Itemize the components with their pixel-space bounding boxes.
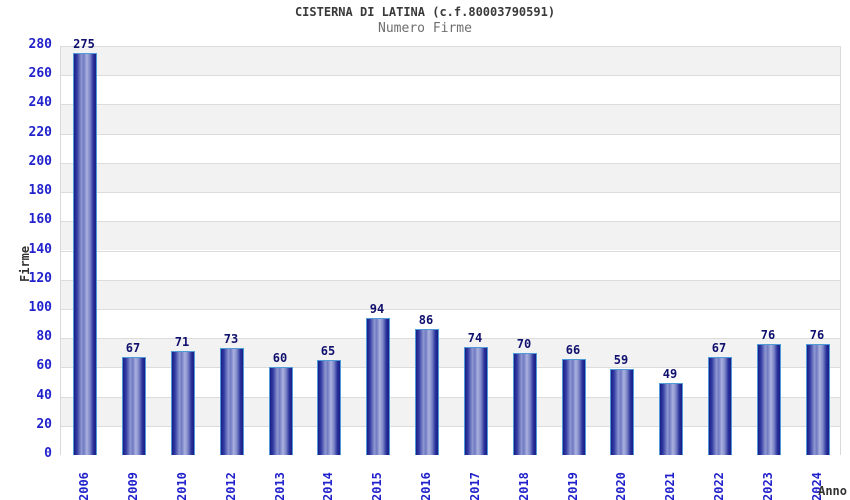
x-tick-label-2023: 2023 xyxy=(761,472,775,500)
bar-value-label: 71 xyxy=(174,335,190,349)
y-tick-label: 20 xyxy=(36,416,52,432)
bar-value-label: 49 xyxy=(662,367,678,381)
x-axis-label: Anno xyxy=(818,484,847,498)
y-tick-label: 80 xyxy=(36,329,52,345)
bar-value-label: 76 xyxy=(809,328,825,342)
bar-2021 xyxy=(659,383,683,455)
bar-value-label: 67 xyxy=(125,341,141,355)
plot-band xyxy=(61,162,840,193)
gridline xyxy=(61,280,840,281)
x-tick-label-2022: 2022 xyxy=(712,472,726,500)
y-tick-label: 100 xyxy=(28,299,52,315)
x-tick-label-2019: 2019 xyxy=(566,472,580,500)
plot-band xyxy=(61,221,840,251)
bar-value-label: 67 xyxy=(711,341,727,355)
y-tick-label: 140 xyxy=(28,241,52,257)
bar-2019 xyxy=(562,359,586,455)
bar-2012 xyxy=(220,348,244,455)
y-tick-label: 60 xyxy=(36,358,52,374)
x-tick-label-2006: 2006 xyxy=(77,472,91,500)
plot-band xyxy=(61,75,840,105)
gridline xyxy=(61,192,840,193)
gridline xyxy=(61,251,840,252)
bar-value-label: 59 xyxy=(613,353,629,367)
chart-title: CISTERNA DI LATINA (c.f.80003790591) xyxy=(294,5,556,19)
plot-band xyxy=(61,250,840,280)
x-tick-label-2014: 2014 xyxy=(321,472,335,500)
gridline xyxy=(61,221,840,222)
bar-value-label: 60 xyxy=(272,351,288,365)
gridline xyxy=(61,163,840,164)
plot-band xyxy=(61,133,840,163)
chart-subtitle: Numero Firme xyxy=(378,21,472,36)
plot-band xyxy=(61,279,840,309)
bar-value-label: 74 xyxy=(467,331,483,345)
y-tick-label: 200 xyxy=(28,153,52,169)
bar-2022 xyxy=(708,357,732,455)
gridline xyxy=(61,397,840,398)
bar-2015 xyxy=(366,318,390,455)
bar-2018 xyxy=(513,353,537,455)
gridline xyxy=(61,367,840,368)
x-tick-label-2021: 2021 xyxy=(663,472,677,500)
y-tick-label: 220 xyxy=(28,124,52,140)
gridline xyxy=(61,104,840,105)
y-tick-label: 280 xyxy=(28,37,52,52)
bar-value-label: 76 xyxy=(760,328,776,342)
x-tick-label-2016: 2016 xyxy=(419,472,433,500)
plot-band xyxy=(61,104,840,134)
y-tick-label: 0 xyxy=(44,446,52,461)
y-tick-label: 240 xyxy=(28,95,52,111)
bar-value-label: 70 xyxy=(516,337,532,351)
bar-2024 xyxy=(806,344,830,455)
x-tick-label-2013: 2013 xyxy=(273,472,287,500)
bar-value-label: 65 xyxy=(320,344,336,358)
bar-2006 xyxy=(73,53,97,455)
plot-band xyxy=(61,192,840,222)
bar-value-label: 94 xyxy=(369,302,385,316)
bar-2010 xyxy=(171,351,195,455)
gridline xyxy=(61,46,840,47)
x-tick-label-2015: 2015 xyxy=(370,472,384,500)
bar-2009 xyxy=(122,357,146,455)
x-tick-label-2018: 2018 xyxy=(517,472,531,500)
y-tick-label: 180 xyxy=(28,183,52,199)
bar-value-label: 86 xyxy=(418,313,434,327)
y-tick-label: 160 xyxy=(28,212,52,228)
gridline xyxy=(61,426,840,427)
bar-2017 xyxy=(464,347,488,455)
plot-band xyxy=(61,308,840,339)
x-tick-label-2012: 2012 xyxy=(224,472,238,500)
bar-2013 xyxy=(269,367,293,455)
bar-value-label: 66 xyxy=(565,343,581,357)
gridline xyxy=(61,338,840,339)
x-tick-label-2020: 2020 xyxy=(614,472,628,500)
bar-2023 xyxy=(757,344,781,455)
bar-2016 xyxy=(415,329,439,455)
bar-value-label: 73 xyxy=(223,332,239,346)
plot-area xyxy=(60,46,841,455)
y-tick-label: 120 xyxy=(28,270,52,286)
x-tick-label-2017: 2017 xyxy=(468,472,482,500)
gridline xyxy=(61,75,840,76)
gridline xyxy=(61,309,840,310)
x-tick-label-2009: 2009 xyxy=(126,472,140,500)
gridline xyxy=(61,134,840,135)
y-tick-label: 260 xyxy=(28,66,52,82)
plot-band xyxy=(61,46,840,76)
bar-value-label: 275 xyxy=(73,37,95,51)
x-tick-label-2010: 2010 xyxy=(175,472,189,500)
bar-2014 xyxy=(317,360,341,455)
y-tick-label: 40 xyxy=(36,387,52,403)
bar-2020 xyxy=(610,369,634,455)
